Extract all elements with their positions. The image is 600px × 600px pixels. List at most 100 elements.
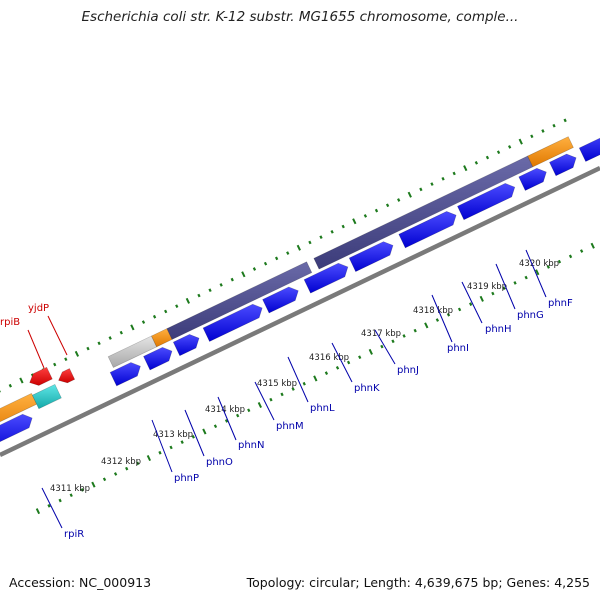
gene-label-phnI: phnI	[447, 343, 469, 354]
outer-tick	[380, 344, 384, 349]
operon-bar	[166, 261, 313, 340]
inner-tick	[274, 256, 279, 261]
outer-tick	[513, 281, 517, 285]
outer-tick	[47, 503, 51, 508]
inner-tick	[374, 208, 379, 213]
gene-label-yjdP-leader	[47, 315, 68, 356]
inner-tick	[308, 240, 312, 245]
gene-label-phnO: phnO	[206, 457, 233, 468]
forward-gene	[172, 334, 200, 357]
scale-label: 4315 kbp	[257, 379, 297, 389]
inner-tick	[230, 277, 234, 282]
gene-label-rpiR-leader	[41, 487, 63, 529]
outer-tick	[491, 291, 495, 296]
gene-label-phnJ: phnJ	[397, 365, 419, 376]
inner-tick	[108, 336, 112, 340]
outer-tick	[80, 488, 84, 492]
scale-label: 4317 kbp	[361, 329, 401, 339]
operon-bar	[0, 392, 38, 423]
gene-label-phnG: phnG	[517, 310, 544, 321]
inner-tick	[397, 198, 401, 202]
inner-tick	[175, 304, 179, 308]
outer-tick	[391, 339, 395, 344]
accession-text: Accession: NC_000913	[9, 575, 152, 590]
outer-tick	[280, 392, 284, 397]
inner-tick	[197, 293, 201, 298]
feature-layer	[0, 136, 600, 443]
inner-tick	[485, 155, 490, 160]
inner-tick	[241, 271, 246, 278]
forward-gene	[549, 153, 577, 177]
inner-tick	[152, 314, 157, 319]
label-layer: 4311 kbp 4312 kbp 4313 kbp 4314 kbp 4315 kbp…	[0, 249, 573, 540]
operon-bar	[151, 328, 173, 348]
rna-feature	[31, 383, 62, 410]
outer-tick	[402, 334, 406, 338]
inner-tick	[452, 171, 456, 176]
tick-layer	[0, 118, 595, 515]
forward-gene	[202, 303, 263, 342]
inner-tick	[141, 320, 146, 324]
inner-tick	[341, 224, 345, 229]
outer-tick	[58, 498, 62, 503]
scale-label: 4319 kbp	[467, 282, 507, 292]
inner-tick	[219, 283, 223, 287]
inner-tick	[330, 230, 334, 234]
forward-gene	[0, 413, 33, 443]
operon-bar	[527, 136, 574, 168]
outer-tick	[291, 387, 295, 391]
outer-tick	[146, 455, 152, 462]
forward-gene	[578, 137, 600, 162]
inner-tick	[552, 123, 556, 128]
gene-label-phnF-leader	[525, 249, 547, 298]
inner-tick	[86, 346, 90, 351]
outer-tick	[479, 295, 484, 302]
inner-tick	[64, 357, 68, 362]
inner-tick	[541, 129, 545, 133]
gene-label-rpiR: rpiR	[64, 529, 84, 540]
reverse-gene	[58, 368, 76, 384]
gene-label-phnG-leader	[495, 263, 516, 310]
outer-tick	[69, 493, 73, 498]
chromosome-backbone	[0, 165, 600, 458]
outer-tick	[579, 249, 584, 253]
inner-tick	[97, 341, 101, 346]
outer-tick	[457, 307, 462, 312]
outer-tick	[91, 481, 96, 488]
scale-label: 4314 kbp	[205, 405, 245, 415]
outer-tick	[368, 348, 373, 355]
gene-label-phnM: phnM	[276, 421, 304, 432]
inner-tick	[430, 182, 434, 186]
inner-tick	[463, 165, 468, 172]
scale-label: 4320 kbp	[519, 259, 559, 269]
gene-label-phnJ-leader	[374, 329, 396, 365]
outer-tick	[313, 375, 318, 382]
outer-tick	[213, 424, 218, 429]
forward-gene	[348, 241, 394, 272]
outer-tick	[524, 275, 528, 280]
inner-tick	[407, 191, 412, 198]
outer-tick	[324, 371, 329, 375]
inner-tick	[530, 134, 534, 139]
outer-tick	[546, 265, 550, 269]
outer-tick	[202, 428, 207, 435]
inner-tick	[19, 377, 24, 384]
gene-label-phnL: phnL	[310, 403, 335, 414]
forward-gene	[303, 262, 349, 294]
outer-tick	[358, 355, 362, 360]
outer-tick	[125, 466, 129, 471]
inner-tick	[563, 118, 567, 123]
outer-tick	[346, 360, 351, 365]
outer-tick	[535, 269, 540, 276]
outer-tick	[502, 286, 506, 291]
topology-summary: Topology: circular; Length: 4,639,675 bp…	[246, 575, 590, 590]
outer-tick	[136, 461, 140, 466]
outer-tick	[590, 242, 595, 249]
inner-tick	[185, 297, 191, 304]
map-title: Escherichia coli str. K-12 substr. MG165…	[81, 9, 519, 25]
reverse-gene	[29, 366, 53, 386]
gene-label-phnM-leader	[254, 381, 275, 421]
outer-tick	[191, 434, 195, 439]
outer-tick	[236, 413, 240, 418]
